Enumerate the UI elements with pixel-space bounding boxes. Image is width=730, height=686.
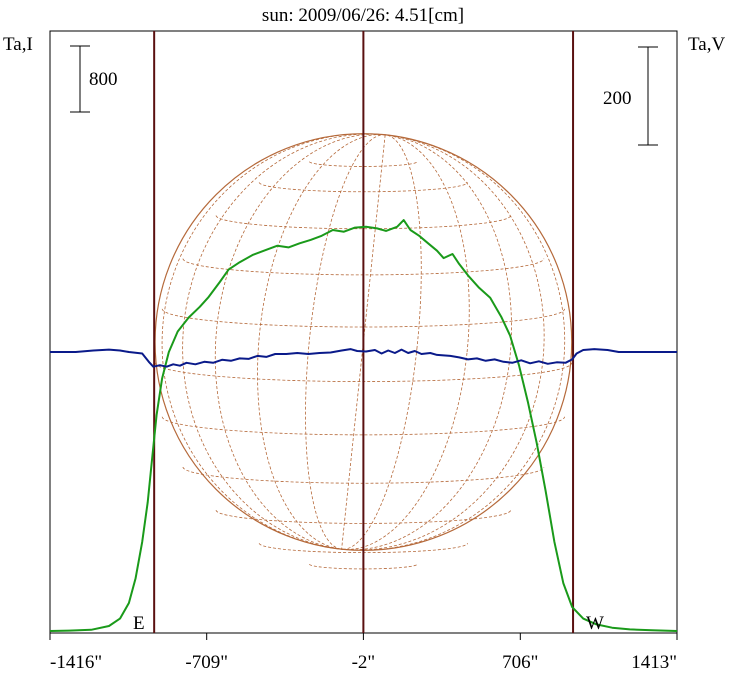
x-tick-label: 706" (502, 652, 538, 673)
west-label: W (586, 613, 604, 634)
x-tick-label: -1416" (50, 652, 102, 673)
chart-title: sun: 2009/06/26: 4.51[cm] (262, 5, 464, 26)
x-tick-label: 1413" (631, 652, 677, 673)
left-axis-label: Ta,I (3, 34, 33, 55)
disk-parallel (215, 510, 512, 524)
disk-parallel (309, 563, 418, 570)
disk-parallel (161, 416, 566, 436)
disk-parallel (309, 161, 418, 167)
left-scale-bar: 800 (70, 45, 118, 113)
east-label: E (133, 613, 145, 634)
disk-parallel (215, 215, 512, 230)
disk-parallel (161, 308, 566, 328)
x-tick-label: -709" (185, 652, 228, 673)
x-tick-label: -2" (352, 652, 376, 673)
series-line-V (50, 348, 677, 368)
disk-central-meridian (341, 134, 386, 550)
left-scale-label: 800 (89, 69, 118, 90)
right-scale-bar: 200 (603, 46, 658, 146)
right-scale-label: 200 (603, 88, 632, 109)
limb-and-center-lines (153, 31, 575, 633)
series-lines (49, 219, 678, 632)
series-line-I (49, 219, 678, 632)
x-axis-ticks: -1416" -709" -2" 706" 1413" (49, 633, 678, 673)
right-axis-label: Ta,V (688, 34, 725, 55)
